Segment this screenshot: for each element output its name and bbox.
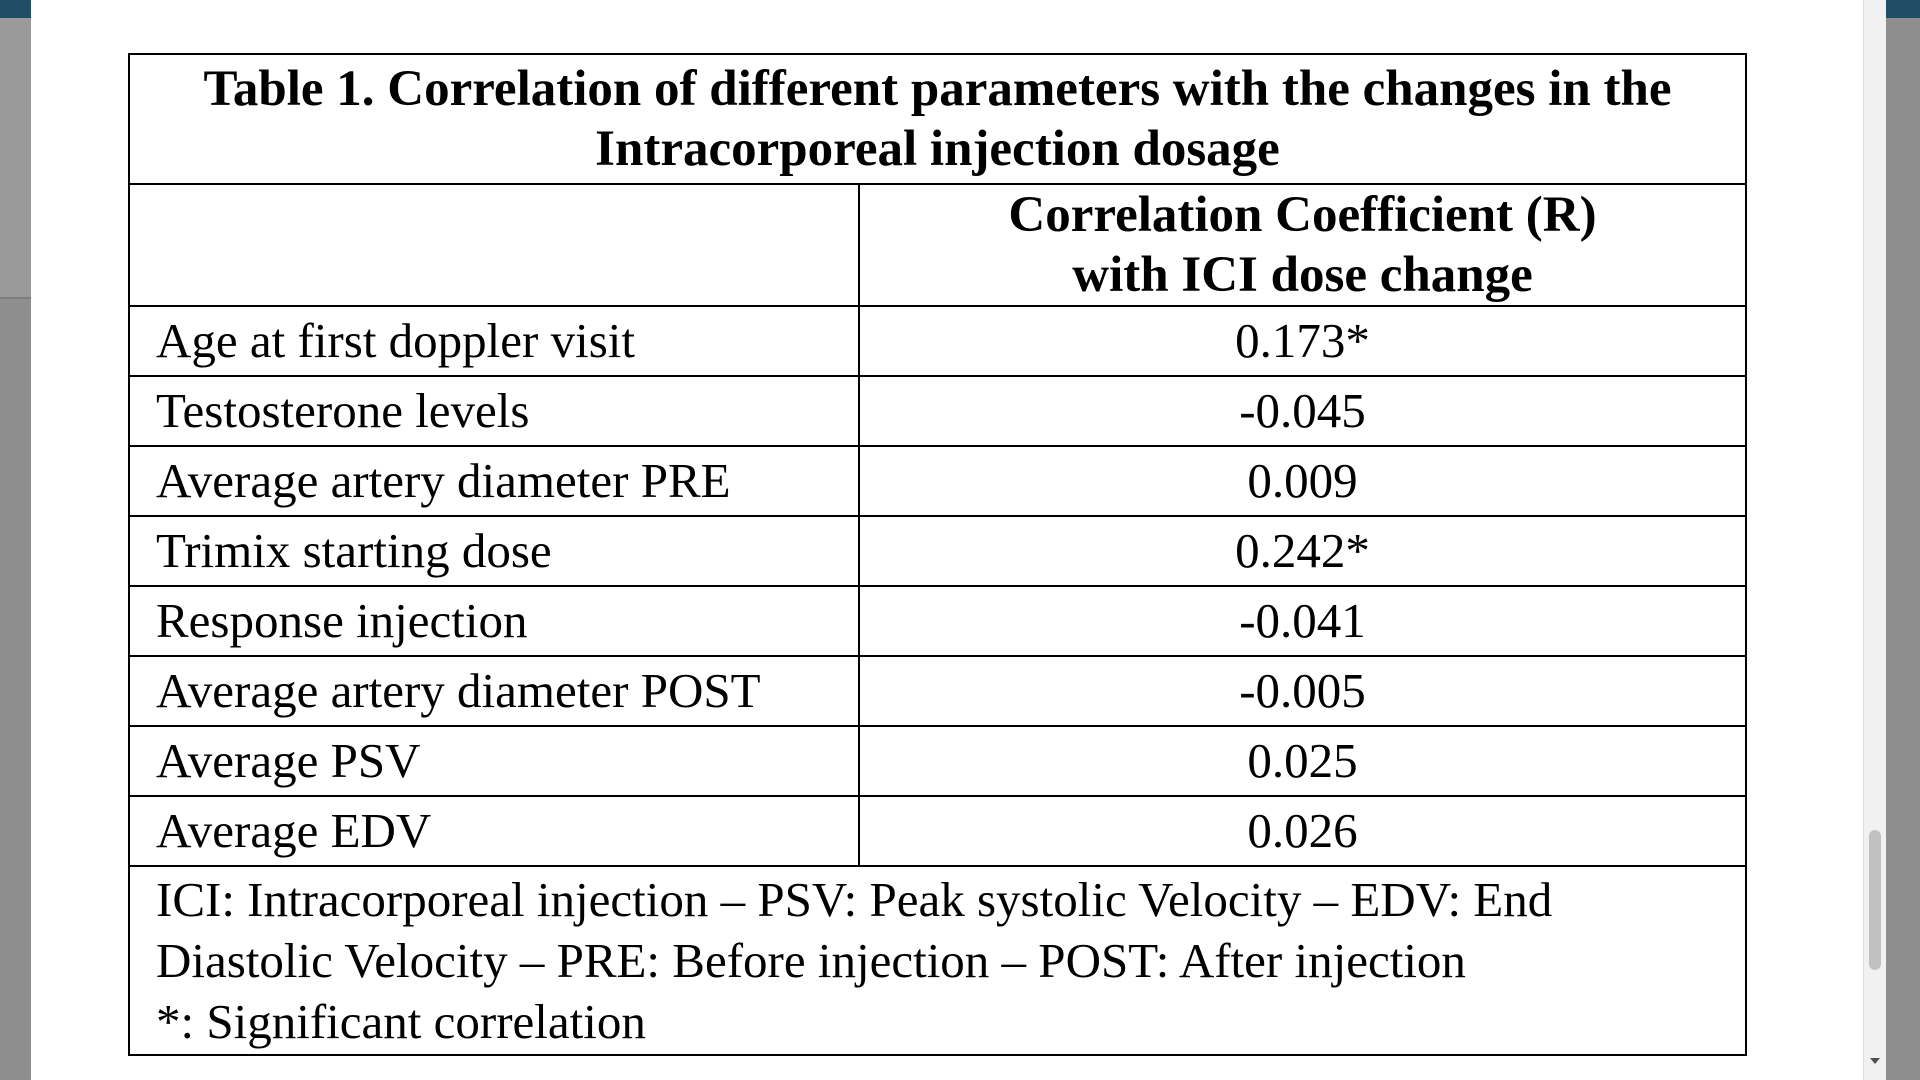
row-value: 0.242* [858, 515, 1747, 587]
row-label: Age at first doppler visit [128, 305, 860, 377]
footnote-line-1: ICI: Intracorporeal injection – PSV: Pea… [156, 872, 1553, 927]
table-row: Age at first doppler visit 0.173* [128, 305, 1747, 377]
row-value: 0.025 [858, 725, 1747, 797]
footnote-line-3: *: Significant correlation [156, 994, 646, 1049]
column-header-line-2: with ICI dose change [1072, 247, 1533, 303]
row-label: Average artery diameter PRE [128, 445, 860, 517]
row-value: -0.005 [858, 655, 1747, 727]
table-title-line-1: Table 1. Correlation of different parame… [203, 61, 1672, 117]
table-footnote: ICI: Intracorporeal injection – PSV: Pea… [128, 865, 1747, 1056]
row-value: -0.045 [858, 375, 1747, 447]
table-row: Trimix starting dose 0.242* [128, 515, 1747, 587]
table-title-row: Table 1. Correlation of different parame… [128, 53, 1747, 185]
table-row: Average PSV 0.025 [128, 725, 1747, 797]
vertical-scrollbar[interactable] [1863, 0, 1886, 1080]
row-label: Average PSV [128, 725, 860, 797]
column-header-correlation: Correlation Coefficient (R) with ICI dos… [858, 183, 1747, 307]
backdrop-header-bar-left [0, 0, 40, 18]
scrollbar-thumb[interactable] [1869, 830, 1881, 970]
table-row: Average artery diameter PRE 0.009 [128, 445, 1747, 517]
table-header-row: Correlation Coefficient (R) with ICI dos… [128, 183, 1747, 307]
row-label: Average artery diameter POST [128, 655, 860, 727]
row-label: Average EDV [128, 795, 860, 867]
table-row: Average artery diameter POST -0.005 [128, 655, 1747, 727]
row-label: Response injection [128, 585, 860, 657]
correlation-table: Table 1. Correlation of different parame… [128, 53, 1747, 1056]
table-title: Table 1. Correlation of different parame… [128, 53, 1747, 185]
row-value: 0.026 [858, 795, 1747, 867]
table-row: Testosterone levels -0.045 [128, 375, 1747, 447]
table-title-line-2: Intracorporeal injection dosage [595, 121, 1280, 177]
table-footnote-row: ICI: Intracorporeal injection – PSV: Pea… [128, 865, 1747, 1056]
table-row: Response injection -0.041 [128, 585, 1747, 657]
header-empty-cell [128, 183, 860, 307]
backdrop-header-bar-right [1885, 0, 1920, 18]
row-label: Testosterone levels [128, 375, 860, 447]
backdrop-right-strip [1885, 0, 1920, 1080]
footnote-line-2: Diastolic Velocity – PRE: Before injecti… [156, 933, 1466, 988]
row-value: 0.009 [858, 445, 1747, 517]
row-value: 0.173* [858, 305, 1747, 377]
table-row: Average EDV 0.026 [128, 795, 1747, 867]
scroll-down-arrow-icon[interactable] [1870, 1058, 1880, 1064]
column-header-line-1: Correlation Coefficient (R) [1008, 187, 1597, 243]
row-label: Trimix starting dose [128, 515, 860, 587]
row-value: -0.041 [858, 585, 1747, 657]
